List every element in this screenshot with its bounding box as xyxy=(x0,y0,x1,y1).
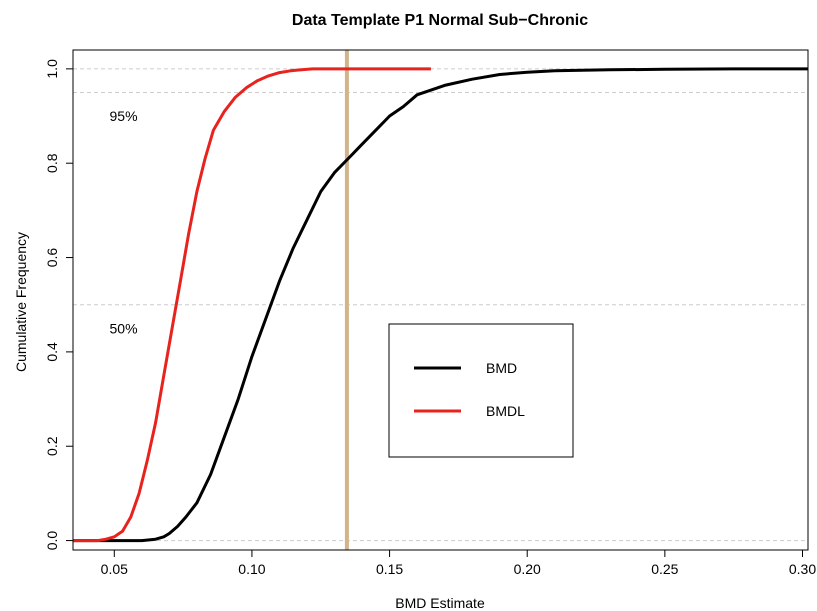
series-lines xyxy=(73,67,808,543)
y-tick-label-2: 0.4 xyxy=(44,342,60,362)
chart-title: Data Template P1 Normal Sub−Chronic xyxy=(292,12,588,29)
legend-box xyxy=(388,323,574,458)
series-line-bmd xyxy=(73,67,808,543)
y-tick-label-4: 0.8 xyxy=(44,153,60,173)
legend-label-bmdl: BMDL xyxy=(486,403,525,419)
y-tick-label-5: 1.0 xyxy=(44,59,60,79)
y-tick-label-3: 0.6 xyxy=(44,248,60,268)
x-tick-label-3: 0.20 xyxy=(514,561,541,577)
legend-label-bmd: BMD xyxy=(486,360,517,376)
y-axis-label: Cumulative Frequency xyxy=(13,232,29,372)
x-tick-label-1: 0.10 xyxy=(238,561,265,577)
annotation-50pct: 50% xyxy=(110,320,138,336)
plot-frame xyxy=(72,49,809,551)
series-line-bmdl xyxy=(73,67,431,543)
y-tick-label-0: 0.0 xyxy=(44,531,60,551)
axes: 0.05 0.10 0.15 0.20 0.25 0.30 0.0 0.2 0.4 0.6 0.8 1… xyxy=(44,49,816,577)
legend: BMD BMDL xyxy=(388,323,574,458)
x-tick-label-4: 0.25 xyxy=(651,561,678,577)
x-tick-label-5: 0.30 xyxy=(789,561,816,577)
x-tick-label-2: 0.15 xyxy=(376,561,403,577)
x-axis-label: BMD Estimate xyxy=(395,595,485,611)
y-tick-label-1: 0.2 xyxy=(44,436,60,456)
annotations: 95% 50% xyxy=(110,108,138,336)
x-tick-label-0: 0.05 xyxy=(101,561,128,577)
annotation-95pct: 95% xyxy=(110,108,138,124)
